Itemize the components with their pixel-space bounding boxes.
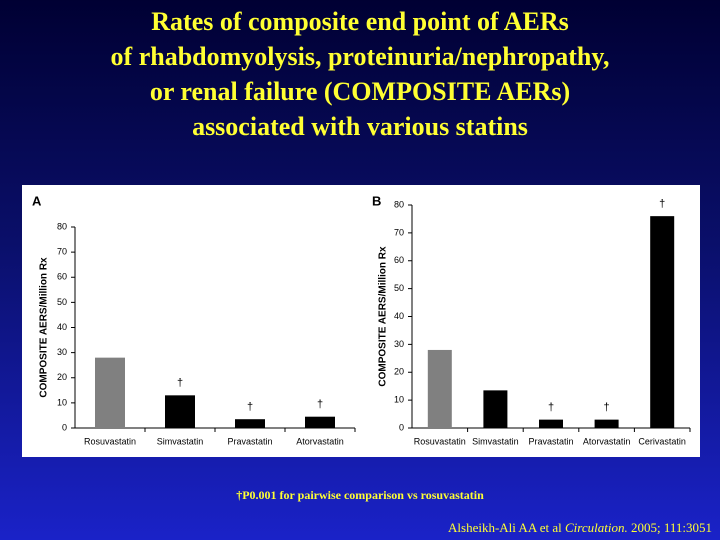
chart-panel: A COMPOSITE AERS/Million Rx 0 10 20 30 40 50 60 7… [22,185,700,457]
y-tick-label: 80 [394,199,404,209]
y-tick-label: 80 [57,221,67,231]
bar [539,419,563,428]
y-axis-label: COMPOSITE AERS/Million Rx [378,246,389,387]
bar [427,349,452,428]
y-tick-label: 60 [394,255,404,265]
title-line: associated with various statins [192,112,528,141]
bar [305,416,335,428]
citation-authors: Alsheikh-Ali AA et al [448,520,562,535]
y-tick-label: 50 [57,297,67,307]
x-tick-label: Pravastatin [528,436,573,446]
significance-marker: † [659,198,665,210]
citation-journal: Circulation. [565,520,628,535]
x-tick-label: Atorvastatin [296,436,344,446]
y-tick-label: 10 [57,397,67,407]
y-tick-label: 20 [57,372,67,382]
y-tick-label: 30 [57,347,67,357]
title-line: or renal failure (COMPOSITE AERs) [149,77,571,106]
slide-title: Rates of composite end point of AERs of … [0,4,720,144]
y-tick-label: 0 [399,422,404,432]
significance-marker: † [247,401,253,413]
x-tick-label: Cerivastatin [638,436,686,446]
y-axis-label: COMPOSITE AERS/Million Rx [39,257,50,398]
title-line: of rhabdomyolysis, proteinuria/nephropat… [110,42,610,71]
title-line: Rates of composite end point of AERs [151,7,569,36]
y-tick-label: 50 [394,283,404,293]
y-tick-label: 40 [394,311,404,321]
x-tick-label: Pravastatin [227,436,272,446]
y-tick-label: 30 [394,339,404,349]
citation-details: 2005; 111:3051 [630,520,712,535]
footnote: †P0.001 for pairwise comparison vs rosuv… [236,488,484,502]
bar [650,216,675,428]
x-tick-label: Simvastatin [472,436,519,446]
panel-label: B [372,193,381,208]
significance-marker: † [548,402,554,414]
x-tick-label: Simvastatin [157,436,204,446]
y-tick-label: 10 [394,395,404,405]
significance-marker: † [177,377,183,389]
y-tick-label: 0 [62,422,67,432]
y-tick-label: 70 [57,247,67,257]
bar [483,390,508,428]
x-tick-label: Atorvastatin [583,436,631,446]
significance-marker: † [317,399,323,411]
y-tick-label: 60 [57,272,67,282]
x-tick-label: Rosuvastatin [84,436,136,446]
bar [235,419,265,428]
significance-marker: † [604,402,610,414]
y-tick-label: 40 [57,322,67,332]
bar [165,395,195,428]
bar [95,357,125,428]
bar [594,419,619,428]
y-tick-label: 20 [394,367,404,377]
citation: Alsheikh-Ali AA et al Circulation. 2005;… [448,520,712,536]
x-tick-label: Rosuvastatin [414,436,466,446]
y-tick-label: 70 [394,227,404,237]
panel-label: A [32,193,42,208]
